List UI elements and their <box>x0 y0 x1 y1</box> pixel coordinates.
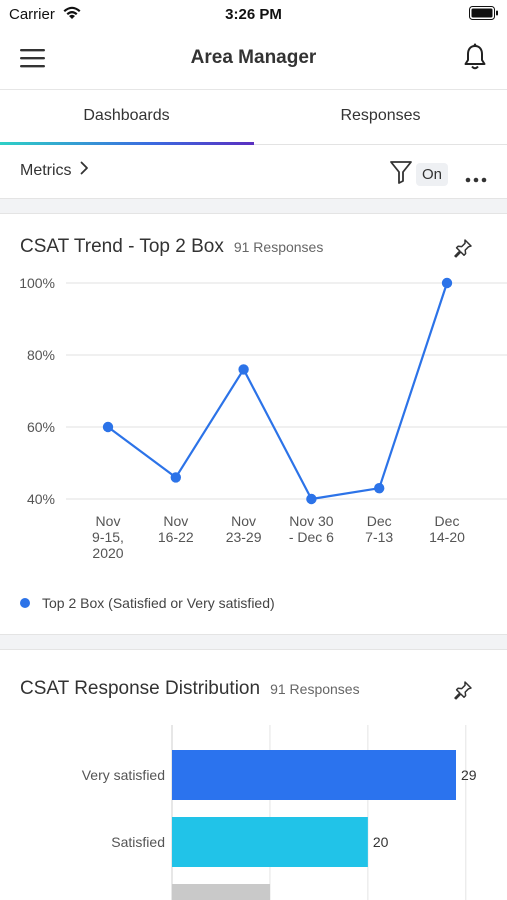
bar <box>172 817 368 867</box>
trend-legend: Top 2 Box (Satisfied or Very satisfied) <box>20 595 275 611</box>
metrics-link[interactable]: Metrics <box>20 161 89 180</box>
distribution-card-header: CSAT Response Distribution 91 Responses <box>20 678 360 700</box>
trend-count-value: 91 <box>233 239 250 255</box>
tab-bar: Dashboards Responses <box>0 91 507 145</box>
bell-icon[interactable] <box>462 43 488 71</box>
bar-value-label: 20 <box>373 834 389 850</box>
legend-label: Top 2 Box (Satisfied or Very satisfied) <box>42 595 275 611</box>
trend-response-count: 91 Responses <box>234 239 324 255</box>
more-horizontal-icon[interactable] <box>465 170 487 188</box>
status-time: 3:26 PM <box>225 6 282 23</box>
pin-icon[interactable] <box>453 680 473 700</box>
tab-dashboards[interactable]: Dashboards <box>83 107 170 124</box>
trend-card-header: CSAT Trend - Top 2 Box 91 Responses <box>20 236 323 258</box>
app-header: Area Manager <box>0 30 507 90</box>
distribution-response-count: 91 Responses <box>270 681 360 697</box>
funnel-filter-icon <box>389 159 413 190</box>
x-tick-label: Dec 7-13 <box>365 513 393 545</box>
dist-count-label: Responses <box>289 681 360 697</box>
tab-responses[interactable]: Responses <box>340 107 421 124</box>
dashboard-toolbar: Metrics On <box>0 146 507 198</box>
category-label: Satisfied <box>111 834 165 850</box>
x-tick-label: Nov 9-15, 2020 <box>92 513 124 561</box>
status-bar: Carrier 3:26 PM <box>0 0 507 30</box>
bar <box>172 750 456 800</box>
y-tick-label: 60% <box>27 419 55 435</box>
wifi-icon <box>62 5 82 26</box>
data-point <box>238 364 249 375</box>
metrics-label: Metrics <box>20 161 72 179</box>
y-tick-label: 40% <box>27 491 55 507</box>
section-divider <box>0 634 507 650</box>
carrier-label: Carrier <box>9 6 55 23</box>
y-tick-label: 100% <box>19 275 55 291</box>
chevron-right-icon <box>80 161 89 180</box>
data-point <box>102 421 114 433</box>
data-point <box>306 493 317 505</box>
hamburger-menu-icon[interactable] <box>20 47 46 69</box>
page-title: Area Manager <box>190 47 317 68</box>
filter-state-badge: On <box>416 163 449 186</box>
dist-count-value: 91 <box>270 681 286 697</box>
trend-count-label: Responses <box>253 239 324 255</box>
data-point <box>170 472 181 483</box>
data-point <box>374 483 385 494</box>
x-tick-label: Nov 16-22 <box>158 513 194 545</box>
x-tick-label: Nov 23-29 <box>226 513 262 545</box>
filter-toggle[interactable]: On <box>389 159 449 190</box>
pin-icon[interactable] <box>453 238 473 258</box>
bar <box>172 884 270 900</box>
distribution-bar-chart: Very satisfied 29 Satisfied 20 <box>82 725 477 900</box>
trend-line-chart: 100% 80% 60% 40% Nov 9-15, 2020 Nov 16-22 Nov 23-2… <box>19 275 507 561</box>
bar-value-label: 29 <box>461 767 477 783</box>
y-tick-label: 80% <box>27 347 55 363</box>
trend-card-title: CSAT Trend - Top 2 Box <box>20 236 224 257</box>
category-label: Very satisfied <box>82 767 165 783</box>
data-point <box>441 277 453 289</box>
legend-marker <box>20 598 30 608</box>
x-tick-label: Dec 14-20 <box>429 513 465 545</box>
distribution-card-title: CSAT Response Distribution <box>20 678 261 699</box>
battery-icon <box>469 6 499 25</box>
series-line <box>107 282 449 501</box>
active-tab-indicator <box>0 142 254 145</box>
section-divider <box>0 198 507 214</box>
x-tick-label: Nov 30- Dec 6 <box>289 513 334 545</box>
